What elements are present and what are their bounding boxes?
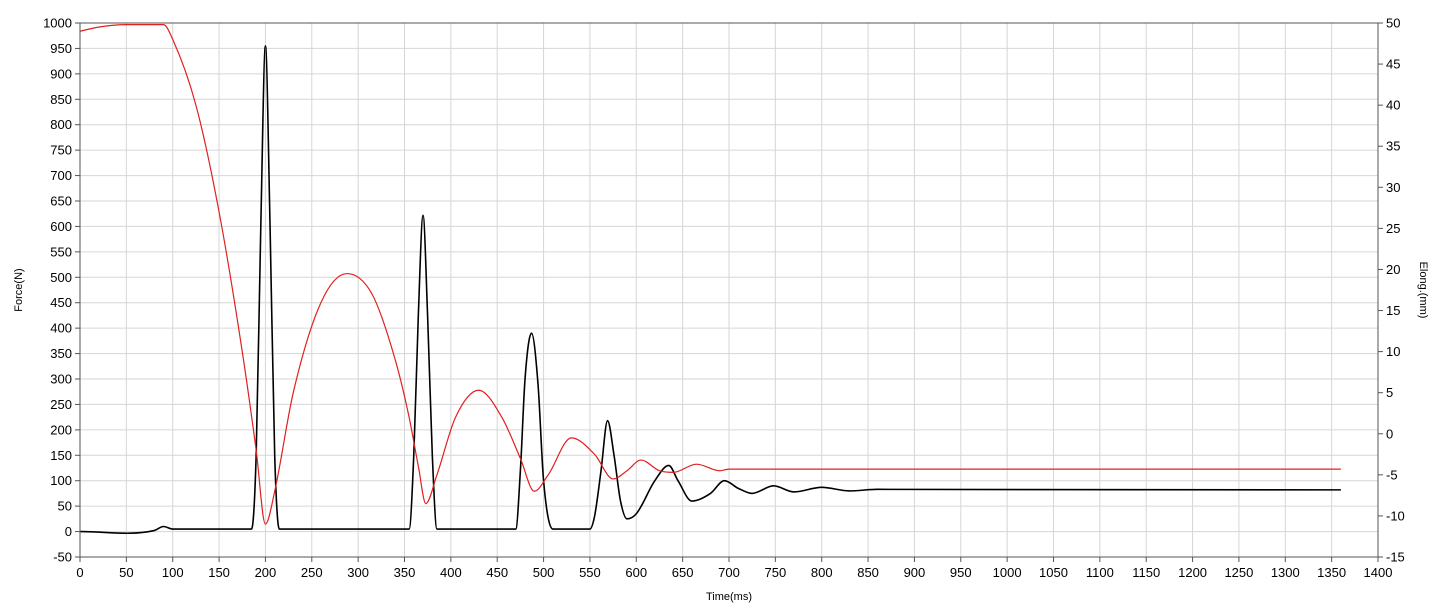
x-tick-label: 1150 [1132,565,1160,580]
y-left-tick-label: 100 [50,473,72,488]
y-axis-left-title: Force(N) [13,268,25,311]
x-tick-label: 1400 [1364,565,1393,580]
elongation-series-line [79,24,1341,525]
x-tick-label: 1000 [993,565,1022,580]
y-left-tick-label: 350 [50,346,72,361]
x-tick-label: 650 [672,565,694,580]
y-left-tick-label: 450 [50,295,72,310]
series-layer [79,24,1341,535]
x-tick-label: 100 [162,565,184,580]
x-tick-label: 600 [625,565,647,580]
x-tick-label: 1100 [1086,565,1114,580]
y-left-tick-label: 1000 [43,16,72,31]
x-tick-label: 150 [208,565,230,580]
x-tick-label: 1350 [1317,565,1346,580]
y-left-tick-label: 250 [50,397,72,412]
x-tick-label: 400 [440,565,462,580]
ticks-layer: 0 50 100 150 200 250 300 350 400 450 500 550 600 650 7… [43,16,1405,581]
x-tick-label: 250 [301,565,323,580]
x-tick-label: 550 [579,565,601,580]
y-right-tick-label: 15 [1386,303,1400,318]
y-left-tick-label: 950 [50,41,72,56]
y-right-tick-label: -10 [1386,508,1405,523]
x-tick-label: 950 [950,565,972,580]
y-right-tick-label: 45 [1386,57,1400,72]
x-tick-label: 0 [76,565,83,580]
x-tick-label: 700 [718,565,740,580]
y-left-tick-label: 550 [50,244,72,259]
y-left-tick-label: 500 [50,270,72,285]
x-tick-label: 1200 [1178,565,1207,580]
y-left-tick-label: -50 [53,550,72,565]
y-left-tick-label: 400 [50,321,72,336]
x-tick-label: 800 [811,565,833,580]
y-right-tick-label: 30 [1386,180,1400,195]
y-right-tick-label: 5 [1386,385,1393,400]
y-right-tick-label: -15 [1386,550,1405,565]
y-right-tick-label: 25 [1386,221,1400,236]
y-left-tick-label: 650 [50,194,72,209]
y-right-tick-label: 35 [1386,139,1400,154]
y-left-tick-label: 750 [50,143,72,158]
force-series-line [79,45,1341,535]
y-left-tick-label: 300 [50,372,72,387]
x-axis-title: Time(ms) [706,591,752,603]
x-tick-label: 300 [347,565,369,580]
x-tick-label: 1050 [1039,565,1068,580]
y-right-tick-label: 0 [1386,426,1393,441]
y-left-tick-label: 200 [50,422,72,437]
x-tick-label: 1300 [1271,565,1300,580]
x-tick-label: 350 [394,565,416,580]
y-left-tick-label: 900 [50,66,72,81]
y-axis-right-title: Elong.(mm) [1417,262,1429,319]
y-right-tick-label: 20 [1386,262,1400,277]
x-tick-label: 500 [533,565,555,580]
y-right-tick-label: 10 [1386,344,1400,359]
x-tick-label: 850 [857,565,879,580]
x-tick-label: 50 [119,565,133,580]
y-left-tick-label: 50 [58,499,72,514]
y-left-tick-label: 150 [50,448,72,463]
y-right-tick-label: 50 [1386,16,1400,31]
x-tick-label: 900 [904,565,926,580]
y-left-tick-label: 700 [50,168,72,183]
y-left-tick-label: 800 [50,117,72,132]
x-tick-label: 750 [765,565,787,580]
y-left-tick-label: 600 [50,219,72,234]
y-left-tick-label: 0 [65,524,72,539]
x-tick-label: 450 [486,565,508,580]
x-tick-label: 200 [255,565,277,580]
y-right-tick-label: -5 [1386,467,1398,482]
x-tick-label: 1250 [1224,565,1253,580]
y-right-tick-label: 40 [1386,98,1400,113]
y-left-tick-label: 850 [50,92,72,107]
